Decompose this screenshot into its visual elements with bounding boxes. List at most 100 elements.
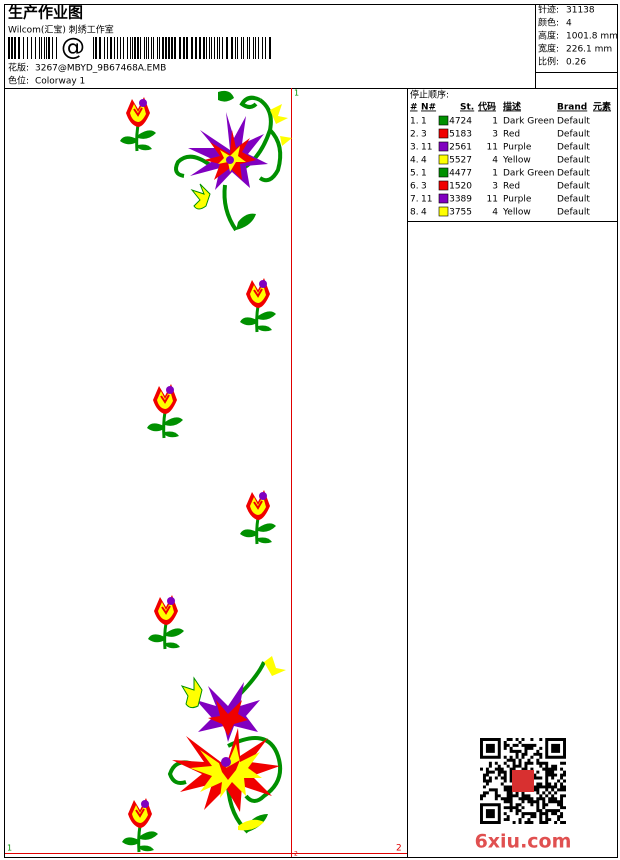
sheet-title: 生产作业图 xyxy=(8,4,83,22)
stat-value: 226.1 mm xyxy=(566,45,612,55)
column-header: 代码 xyxy=(477,101,496,113)
cell-brand: Default xyxy=(557,117,590,127)
color-swatch xyxy=(438,115,449,126)
color-swatch xyxy=(438,206,449,217)
cell-stitches: 3755 xyxy=(449,208,472,218)
stat-value: 1001.8 mm xyxy=(566,32,618,42)
color-swatch xyxy=(438,193,449,204)
cell-needle: 11 xyxy=(421,143,432,153)
cell-stitches: 1520 xyxy=(449,182,472,192)
color-swatch xyxy=(438,167,449,178)
bud xyxy=(118,95,158,153)
cell-needle: 4 xyxy=(421,156,427,166)
stat-value: 0.26 xyxy=(566,58,586,68)
cell-code: 3 xyxy=(492,130,498,140)
cell-description: Purple xyxy=(503,195,532,205)
cell-brand: Default xyxy=(557,130,590,140)
stats: 针迹: 31138 颜色: 4 高度: 1001.8 mm 宽度: 226.1 mm 比例: 0.… xyxy=(538,4,618,68)
cell-code: 11 xyxy=(487,143,498,153)
stat-value: 31138 xyxy=(566,6,595,16)
cell-index: 8. xyxy=(410,208,419,218)
bud xyxy=(145,382,185,440)
cell-brand: Default xyxy=(557,156,590,166)
watermark: 6xiu.com xyxy=(475,831,572,853)
cell-index: 6. xyxy=(410,182,419,192)
cell-stitches: 5527 xyxy=(449,156,472,166)
cell-brand: Default xyxy=(557,208,590,218)
bud xyxy=(120,796,160,854)
bud xyxy=(238,488,278,546)
cell-code: 1 xyxy=(492,169,498,179)
cell-stitches: 4477 xyxy=(449,169,472,179)
cell-needle: 3 xyxy=(421,130,427,140)
cell-brand: Default xyxy=(557,169,590,179)
cell-code: 4 xyxy=(492,208,498,218)
cell-index: 7. xyxy=(410,195,419,205)
cell-needle: 11 xyxy=(421,195,432,205)
stat-label: 高度: xyxy=(538,30,559,42)
cell-index: 2. xyxy=(410,130,419,140)
barcode xyxy=(8,37,271,59)
cell-needle: 1 xyxy=(421,169,427,179)
stat-value: 4 xyxy=(566,19,572,29)
column-header: N# xyxy=(421,103,436,113)
cell-needle: 3 xyxy=(421,182,427,192)
cell-description: Red xyxy=(503,130,520,140)
cell-index: 1. xyxy=(410,117,419,127)
cell-stitches: 4724 xyxy=(449,117,472,127)
barcode-gap xyxy=(58,36,88,60)
cell-needle: 4 xyxy=(421,208,427,218)
company: Wilcom(汇宝) 刺绣工作室 xyxy=(8,24,114,36)
cell-brand: Default xyxy=(557,143,590,153)
cell-stitches: 2561 xyxy=(449,143,472,153)
cell-description: Dark Green xyxy=(503,117,554,127)
column-header: # xyxy=(410,103,418,113)
stop-sequence-title: 停止顺序: xyxy=(410,89,449,101)
cell-index: 5. xyxy=(410,169,419,179)
marker-bottom-left: 1 xyxy=(7,844,12,853)
column-header: 描述 xyxy=(503,101,521,113)
cell-brand: Default xyxy=(557,182,590,192)
stat-label: 针迹: xyxy=(538,4,559,16)
cell-brand: Default xyxy=(557,195,590,205)
cell-stitches: 5183 xyxy=(449,130,472,140)
cell-index: 4. xyxy=(410,156,419,166)
qr-seal xyxy=(512,770,534,792)
cell-code: 3 xyxy=(492,182,498,192)
cell-description: Dark Green xyxy=(503,169,554,179)
marker-top: 1 xyxy=(294,89,299,98)
flower-cluster xyxy=(168,654,288,834)
design-name: 3267@MBYD_9B67468A.EMB xyxy=(35,64,166,74)
stat-label: 比例: xyxy=(538,56,559,68)
stat-label: 颜色: xyxy=(538,17,559,29)
cell-code: 1 xyxy=(492,117,498,127)
column-header: St. xyxy=(460,103,474,113)
cell-description: Yellow xyxy=(502,156,531,166)
cell-code: 11 xyxy=(487,195,498,205)
cell-description: Red xyxy=(503,182,520,192)
color-swatch xyxy=(438,154,449,165)
marker-bottom-right: 2 xyxy=(396,844,402,854)
colorway-name: Colorway 1 xyxy=(35,77,85,87)
color-swatch xyxy=(438,180,449,191)
colorway-label: 色位: xyxy=(8,75,29,87)
page-border xyxy=(4,4,618,858)
column-header: 元素 xyxy=(593,101,611,113)
color-swatch xyxy=(438,128,449,139)
stop-sequence-table: # N# St. 代码 描述 Brand 元素1. 1 4724 1 Dark Green Defau… xyxy=(410,101,611,218)
cell-description: Purple xyxy=(503,143,532,153)
color-swatch xyxy=(438,141,449,152)
marker-bottom-center: 2 xyxy=(294,851,298,858)
stat-label: 宽度: xyxy=(538,43,559,55)
barcode-symbol: @ xyxy=(61,33,85,61)
cell-code: 4 xyxy=(492,156,498,166)
bud xyxy=(146,593,186,651)
bud xyxy=(238,276,278,334)
flower-cluster xyxy=(174,88,294,232)
cell-index: 3. xyxy=(410,143,419,153)
cell-description: Yellow xyxy=(502,208,531,218)
cell-stitches: 3389 xyxy=(449,195,472,205)
column-header: Brand xyxy=(557,103,587,113)
